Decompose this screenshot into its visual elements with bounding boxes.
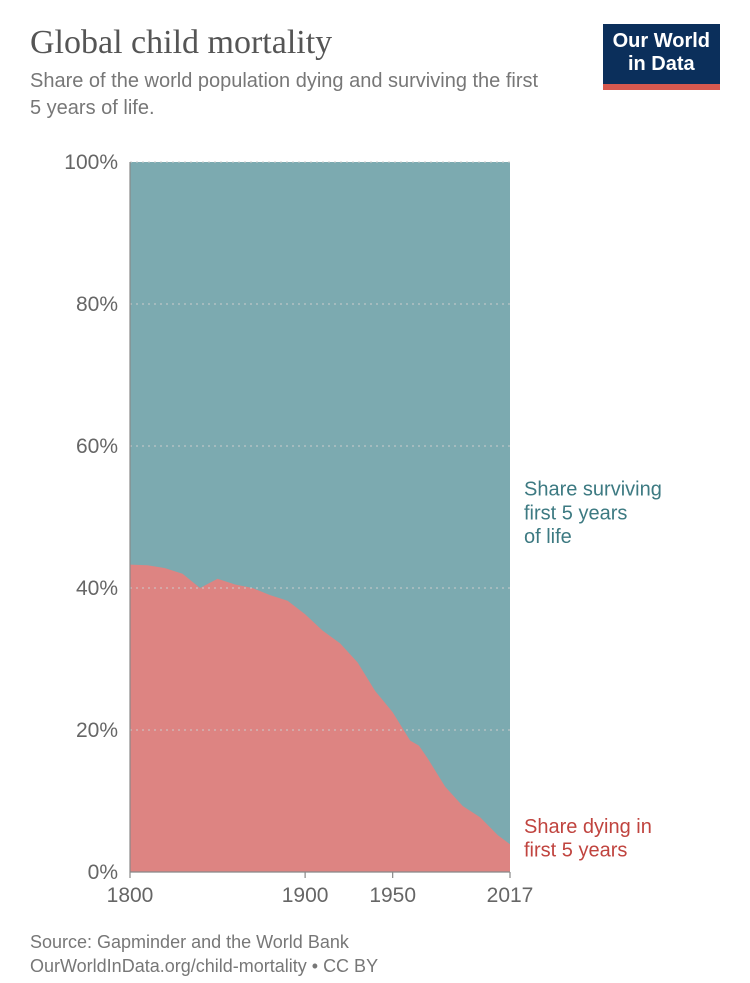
area-chart: 0% 20% 40% 60% 80% 100% 1800 1900 1950 2017 Share … [30,152,720,912]
title-block: Global child mortality Share of the worl… [30,24,550,122]
label-dying: Share dying infirst 5 years [524,816,652,862]
y-tick-label: 60% [76,435,118,458]
chart-title: Global child mortality [30,24,550,62]
owid-logo: Our World in Data [603,24,720,90]
x-tick-label: 1800 [107,884,154,907]
y-tick-label: 100% [64,152,118,174]
header: Global child mortality Share of the worl… [30,24,720,122]
x-tick-label: 1900 [282,884,329,907]
footer-attribution: OurWorldInData.org/child-mortality • CC … [30,954,720,978]
y-tick-label: 0% [88,861,118,884]
y-tick-label: 80% [76,293,118,316]
x-tick-label: 1950 [369,884,416,907]
chart-footer: Source: Gapminder and the World Bank Our… [30,930,720,979]
y-tick-label: 40% [76,577,118,600]
y-tick-label: 20% [76,719,118,742]
chart-subtitle: Share of the world population dying and … [30,68,550,122]
page-root: Global child mortality Share of the worl… [0,0,750,983]
owid-logo-line1: Our World [613,30,710,53]
owid-logo-line2: in Data [613,53,710,76]
chart-container: 0% 20% 40% 60% 80% 100% 1800 1900 1950 2017 Share … [30,152,720,912]
footer-source: Source: Gapminder and the World Bank [30,930,720,954]
label-surviving: Share survivingfirst 5 yearsof life [524,479,662,548]
x-tick-label: 2017 [487,884,534,907]
